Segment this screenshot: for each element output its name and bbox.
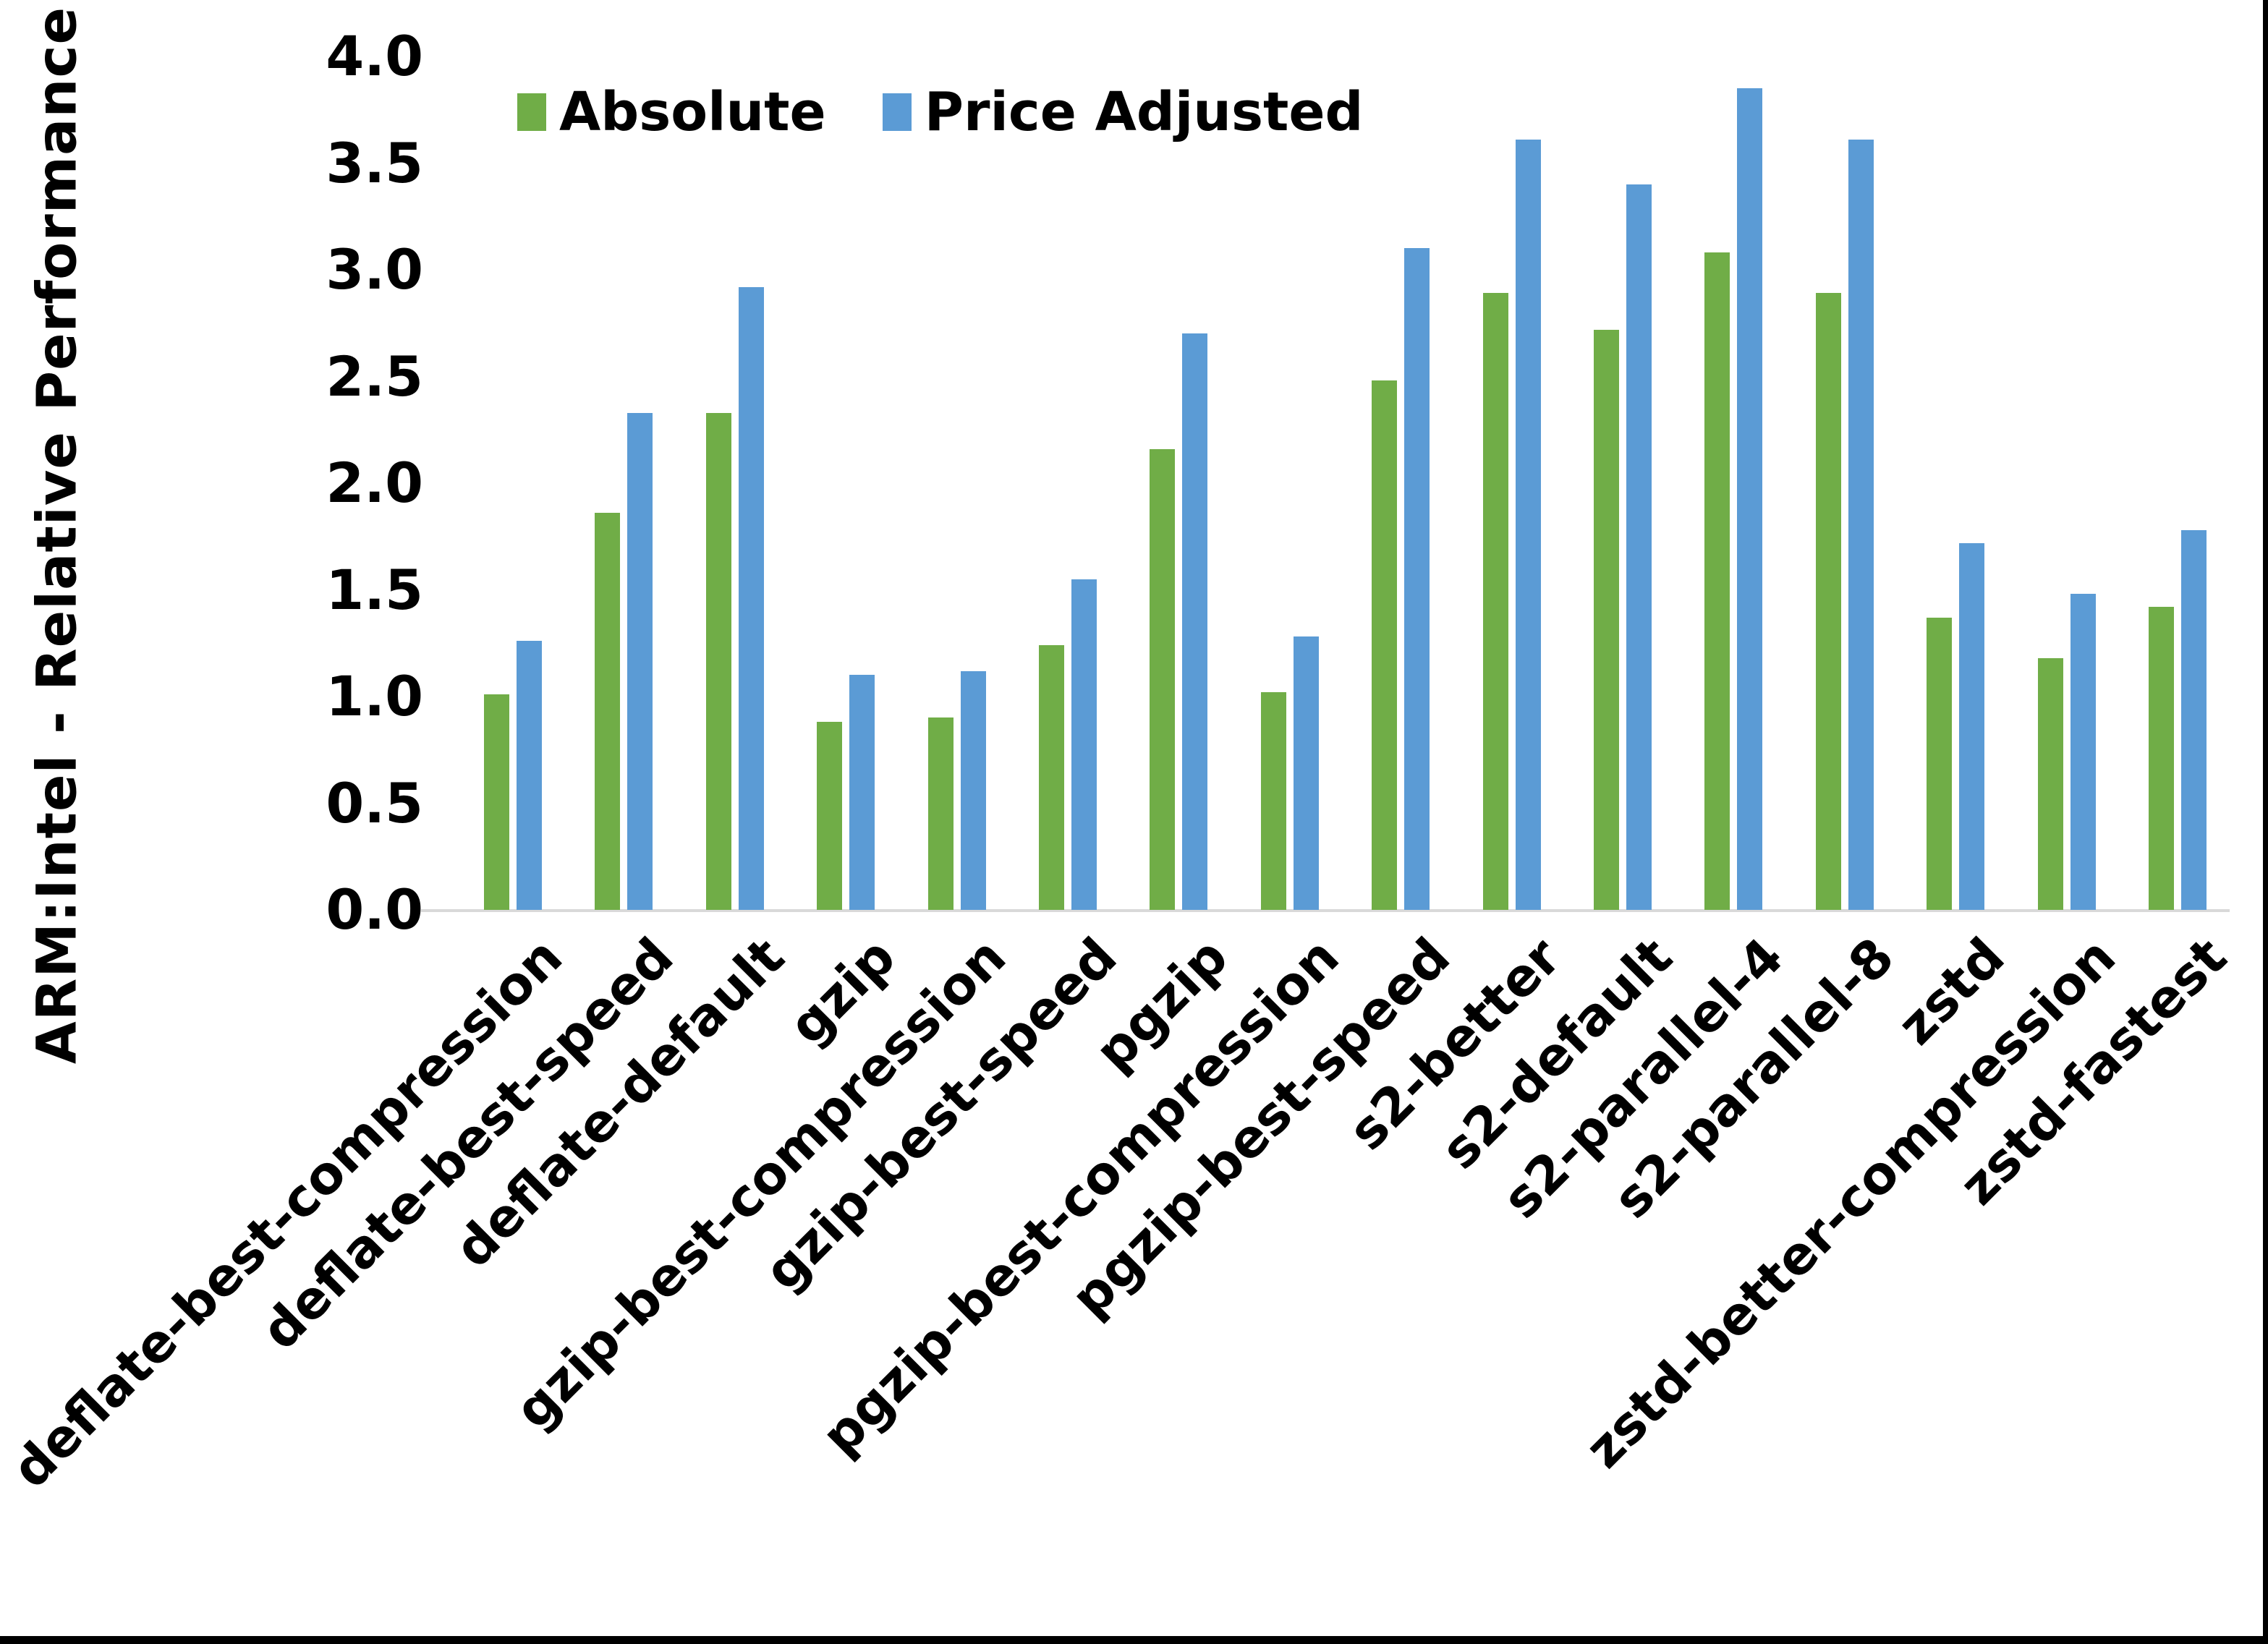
window-edge-bottom (0, 1636, 2268, 1644)
bar-absolute-s2-parallel-8 (1815, 293, 1841, 910)
bar-price-adjusted-pgzip-best-speed (1404, 248, 1430, 910)
legend-swatch-absolute (517, 93, 546, 131)
bar-absolute-s2-parallel-4 (1704, 252, 1730, 910)
y-tick-label-0.5: 0.5 (326, 770, 423, 835)
bar-absolute-pgzip-best-compression (1260, 692, 1286, 910)
bar-price-adjusted-gzip-best-compression (960, 671, 986, 910)
y-tick-label-3.0: 3.0 (326, 237, 423, 302)
window-edge-right (2263, 0, 2268, 1644)
bar-price-adjusted-deflate-default (738, 287, 764, 910)
bar-price-adjusted-deflate-best-speed (627, 413, 653, 910)
bar-price-adjusted-gzip-best-speed (1071, 579, 1097, 910)
y-tick-label-2.0: 2.0 (326, 451, 423, 515)
legend-label-price-adjusted: Price Adjusted (924, 81, 1364, 143)
bar-price-adjusted-s2-parallel-8 (1848, 140, 1874, 910)
bar-price-adjusted-s2-parallel-4 (1737, 88, 1763, 910)
bar-price-adjusted-zstd-better-compression (2070, 594, 2096, 910)
y-tick-label-3.5: 3.5 (326, 130, 423, 195)
bar-absolute-s2-better (1482, 293, 1508, 910)
bar-absolute-s2-default (1594, 330, 1619, 910)
y-tick-label-1.5: 1.5 (326, 557, 423, 622)
bar-absolute-zstd-better-compression (2037, 658, 2063, 910)
bar-absolute-gzip-best-compression (927, 717, 954, 910)
bar-absolute-deflate-default (705, 413, 731, 910)
bar-absolute-gzip (817, 722, 843, 910)
legend-swatch-price-adjusted (882, 93, 912, 131)
bar-absolute-gzip-best-speed (1039, 645, 1064, 910)
bar-price-adjusted-deflate-best-compression (517, 641, 542, 910)
legend: Absolute Price Adjusted (517, 81, 1364, 143)
bar-price-adjusted-s2-default (1626, 184, 1652, 910)
legend-item-absolute: Absolute (517, 81, 826, 143)
bar-price-adjusted-pgzip-best-compression (1293, 636, 1319, 910)
bar-absolute-pgzip-best-speed (1372, 380, 1398, 910)
bar-absolute-deflate-best-compression (484, 694, 509, 910)
bar-price-adjusted-zstd (1959, 543, 1985, 910)
bar-price-adjusted-pgzip (1182, 333, 1208, 910)
bar-price-adjusted-zstd-fastest (2181, 530, 2207, 910)
legend-label-absolute: Absolute (559, 81, 826, 143)
legend-item-price-adjusted: Price Adjusted (882, 81, 1364, 143)
x-axis-line (421, 909, 2230, 912)
y-axis-title: ARM:Intel - Relative Performance (24, 6, 89, 1065)
y-tick-label-0.0: 0.0 (326, 877, 423, 942)
bar-price-adjusted-s2-better (1515, 140, 1541, 910)
y-tick-label-4.0: 4.0 (326, 24, 423, 88)
y-tick-label-1.0: 1.0 (326, 664, 423, 728)
bar-absolute-zstd-fastest (2149, 607, 2174, 910)
y-tick-label-2.5: 2.5 (326, 344, 423, 409)
bar-absolute-pgzip (1150, 449, 1176, 910)
bar-absolute-deflate-best-speed (595, 513, 621, 910)
bar-price-adjusted-gzip (849, 675, 875, 910)
plot-area: deflate-best-compression deflate-best-spe… (0, 56, 2250, 1499)
bar-absolute-zstd (1927, 618, 1953, 910)
